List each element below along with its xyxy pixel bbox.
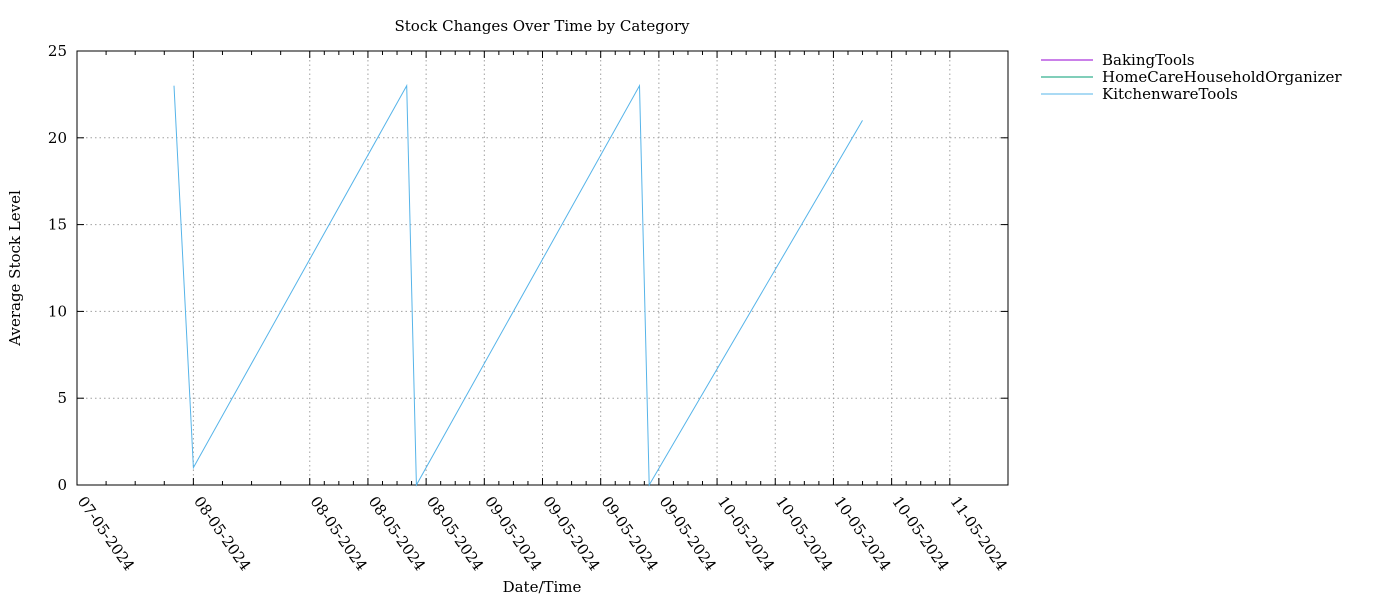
x-tick-label: 09-05-2024 [656,493,720,574]
y-tick-label: 0 [57,476,67,494]
y-axis-label: Average Stock Level [6,190,24,347]
y-tick-label: 10 [48,302,67,320]
series-line-KitchenwareTools [173,83,863,487]
x-tick-label: 11-05-2024 [947,493,1011,574]
x-tick-label: 08-05-2024 [306,493,370,574]
grid [77,51,1008,485]
x-tick-label: 10-05-2024 [888,493,952,574]
x-tick-label: 07-05-2024 [74,493,138,574]
x-tick-label: 10-05-2024 [772,493,836,574]
legend-label: KitchenwareTools [1102,85,1238,103]
x-tick-label: 09-05-2024 [539,493,603,574]
x-tick-label: 08-05-2024 [190,493,254,574]
legend: BakingToolsHomeCareHouseholdOrganizerKit… [1041,51,1342,103]
x-axis-label: Date/Time [503,578,582,596]
x-tick-label: 10-05-2024 [714,493,778,574]
x-tick-label: 09-05-2024 [481,493,545,574]
x-tick-label: 10-05-2024 [830,493,894,574]
x-tick-label: 08-05-2024 [365,493,429,574]
series-layer [173,83,863,487]
legend-label: HomeCareHouseholdOrganizer [1102,68,1342,86]
x-tick-label: 08-05-2024 [423,493,487,574]
x-tick-label: 09-05-2024 [597,493,661,574]
y-axis: 0 5 10 15 20 25 [48,42,1008,494]
y-tick-label: 20 [48,129,67,147]
y-tick-label: 5 [57,389,67,407]
chart-title: Stock Changes Over Time by Category [395,17,691,35]
y-tick-label: 25 [48,42,67,60]
legend-label: BakingTools [1102,51,1195,69]
y-tick-label: 15 [48,216,67,234]
